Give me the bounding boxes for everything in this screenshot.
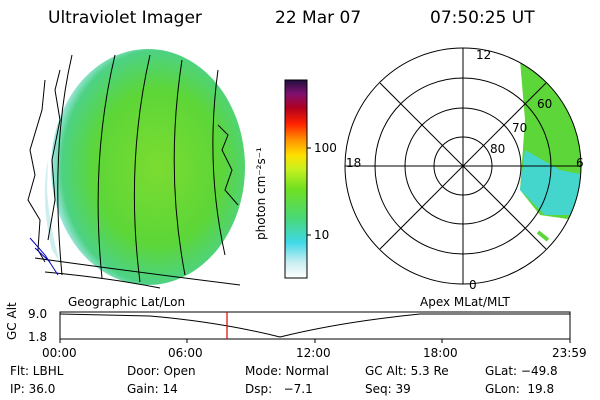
altitude-plot [59,311,571,343]
glon-info: GLon: 19.8 [485,382,555,396]
filter-info: Flt: LBHL [10,364,64,378]
instrument-title: Ultraviolet Imager [48,8,202,28]
observation-time: 07:50:25 UT [430,8,535,28]
lat-label-80: 80 [490,142,506,156]
earth-disk-emission [51,49,245,285]
altitude-ytick-bottom: 1.8 [28,330,48,344]
lat-label-60: 60 [537,97,553,111]
colorbar-label-10: 10 [314,228,330,242]
glat-info: GLat: −49.8 [485,364,558,378]
latitude-lines [34,257,241,289]
aurora-spot [536,230,550,242]
gc-alt-info: GC Alt: 5.3 Re [365,364,449,378]
altitude-xlabel-0000: 00:00 [42,346,77,360]
lat-label-70: 70 [512,121,528,135]
seq-info: Seq: 39 [365,382,411,396]
dsp-info: Dsp: −7.1 [245,382,313,396]
blue-boundary-lines [29,237,59,276]
gain-info: Gain: 14 [127,382,178,396]
mlt-label-0: 0 [469,278,477,292]
limb-haze [44,160,60,262]
colorbar-unit-label: photon cm⁻²s⁻¹ [254,147,268,240]
altitude-xlabel-2359: 23:59 [552,346,587,360]
altitude-ylabel: GC Alt [5,302,19,340]
mlt-label-12: 12 [476,48,492,62]
longitude-lines [57,54,226,283]
coastlines [27,69,239,263]
polar-plot-panel [344,47,582,285]
altitude-ytick-top: 9.0 [28,307,48,321]
altitude-curve [59,313,570,338]
observation-date: 22 Mar 07 [275,8,362,28]
altitude-xlabel-0600: 06:00 [168,346,203,360]
left-panel-label: Geographic Lat/Lon [68,295,186,309]
altitude-xlabel-1800: 18:00 [423,346,458,360]
mode-info: Mode: Normal [245,364,329,378]
right-panel-label: Apex MLat/MLT [420,295,510,309]
mlt-label-6: 6 [576,156,584,170]
polar-diagonal-b [379,82,547,250]
ip-info: IP: 36.0 [10,382,56,396]
colorbar-label-100: 100 [314,141,337,155]
geographic-image-panel [27,49,245,289]
altitude-xlabel-1200: 12:00 [296,346,331,360]
colorbar-gradient [284,79,308,279]
mlt-label-18: 18 [346,156,362,170]
colorbar: photon cm⁻²s⁻¹ [254,79,311,279]
door-info: Door: Open [127,364,196,378]
